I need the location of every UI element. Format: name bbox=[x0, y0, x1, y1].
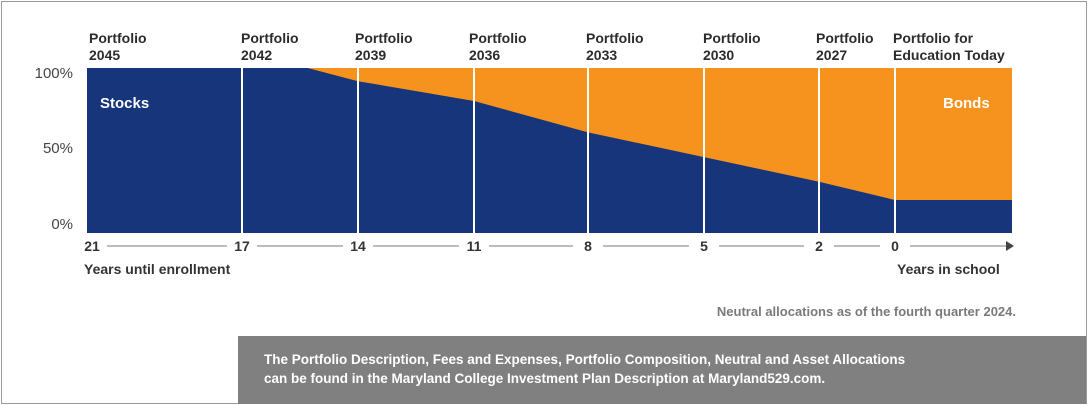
x-axis-arrow-icon bbox=[1006, 241, 1014, 251]
x-tick-17: 17 bbox=[227, 238, 257, 254]
portfolio-label-2039: Portfolio 2039 bbox=[355, 30, 413, 63]
portfolio-label-2036: Portfolio 2036 bbox=[469, 30, 527, 63]
disclaimer-line-2: can be found in the Maryland College Inv… bbox=[264, 371, 826, 386]
y-tick-50: 50% bbox=[42, 140, 73, 157]
x-tick-0: 0 bbox=[880, 238, 910, 254]
portfolio-label-2033: Portfolio 2033 bbox=[586, 30, 644, 63]
x-axis-label-enrollment: Years until enrollment bbox=[84, 261, 231, 277]
stocks-area bbox=[87, 68, 1012, 233]
portfolio-label-2030: Portfolio 2030 bbox=[703, 30, 761, 63]
x-tick-21: 21 bbox=[77, 238, 107, 254]
x-tick-8: 8 bbox=[573, 238, 603, 254]
portfolio-label-2045: Portfolio 2045 bbox=[89, 30, 147, 63]
allocation-chart bbox=[87, 68, 1014, 251]
disclaimer-text: The Portfolio Description, Fees and Expe… bbox=[264, 350, 1064, 388]
allocation-note: Neutral allocations as of the fourth qua… bbox=[716, 304, 1016, 319]
x-tick-11: 11 bbox=[459, 238, 489, 254]
portfolio-label-education-today: Portfolio for Education Today bbox=[893, 30, 1005, 63]
x-tick-14: 14 bbox=[343, 238, 373, 254]
x-tick-2: 2 bbox=[804, 238, 834, 254]
portfolio-label-2042: Portfolio 2042 bbox=[241, 30, 299, 63]
y-tick-100: 100% bbox=[34, 65, 73, 82]
stocks-label: Stocks bbox=[100, 95, 150, 112]
portfolio-label-2027: Portfolio 2027 bbox=[816, 30, 874, 63]
y-tick-0: 0% bbox=[51, 216, 73, 233]
bonds-label: Bonds bbox=[943, 95, 990, 112]
disclaimer-line-1: The Portfolio Description, Fees and Expe… bbox=[264, 352, 906, 367]
x-tick-5: 5 bbox=[689, 238, 719, 254]
x-axis-label-school: Years in school bbox=[897, 261, 1000, 277]
disclaimer-box: The Portfolio Description, Fees and Expe… bbox=[238, 336, 1086, 404]
